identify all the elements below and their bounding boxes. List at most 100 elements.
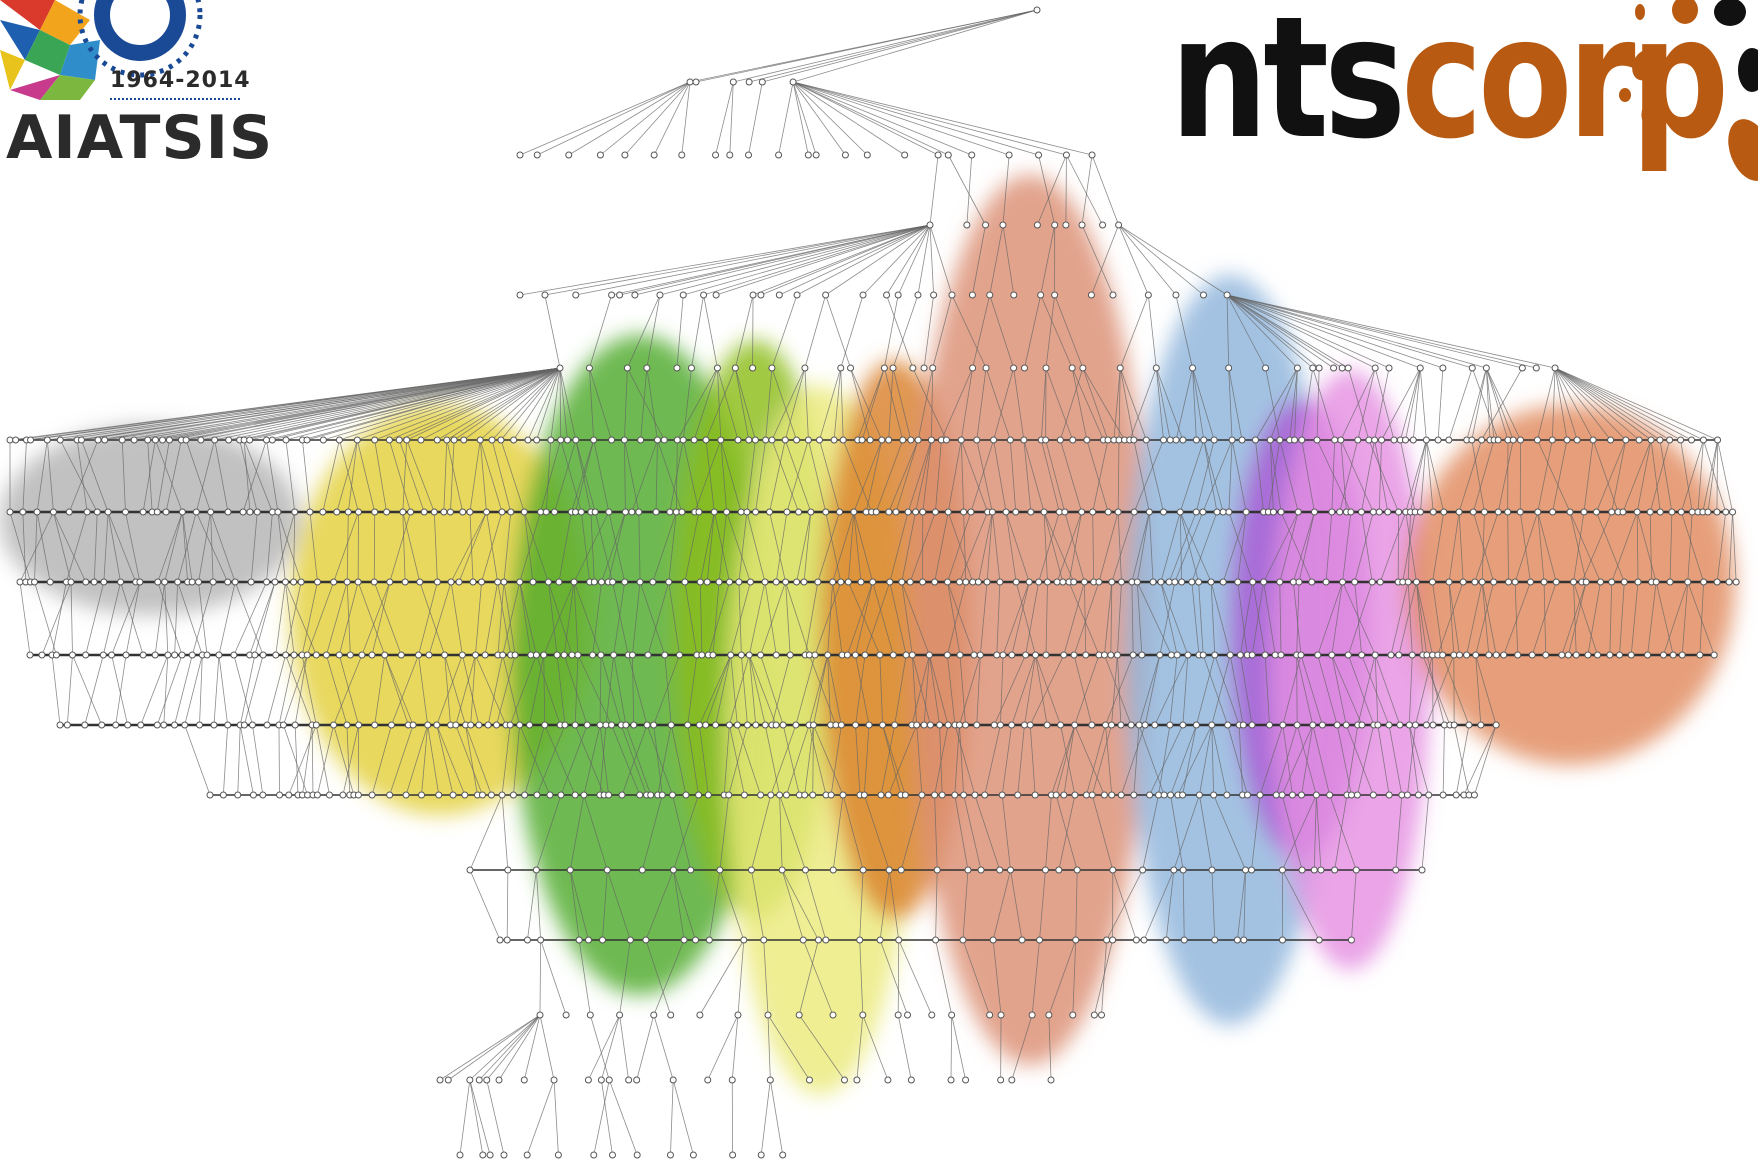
- person-node: [681, 578, 689, 586]
- relation-edge: [428, 581, 452, 656]
- relation-edge: [855, 654, 866, 726]
- person-node: [712, 291, 720, 299]
- relation-edge: [1573, 581, 1598, 656]
- relation-edge: [1073, 654, 1093, 726]
- relation-edge: [185, 439, 212, 513]
- person-node: [521, 791, 529, 799]
- person-node: [1070, 578, 1078, 586]
- person-node: [467, 721, 475, 729]
- relation-edge: [560, 724, 588, 796]
- person-node: [253, 508, 261, 516]
- relation-edge: [1119, 367, 1135, 441]
- relation-edge: [1226, 294, 1320, 369]
- relation-edge: [1687, 511, 1693, 583]
- person-node: [19, 508, 27, 516]
- person-node: [892, 508, 900, 516]
- person-node: [811, 651, 819, 659]
- person-node: [745, 78, 753, 86]
- person-node: [1465, 721, 1473, 729]
- relation-edge: [889, 581, 907, 656]
- person-node: [136, 578, 144, 586]
- person-node: [895, 936, 903, 944]
- relation-edge: [846, 581, 874, 656]
- relation-edge: [22, 511, 27, 583]
- relation-edge: [573, 581, 579, 656]
- person-node: [1010, 364, 1018, 372]
- person-node: [807, 508, 815, 516]
- person-node: [1055, 866, 1063, 874]
- person-node: [692, 78, 700, 86]
- person-node: [643, 364, 651, 372]
- person-node: [698, 651, 706, 659]
- person-node: [153, 721, 161, 729]
- relation-edge: [559, 367, 577, 441]
- person-node: [509, 791, 517, 799]
- relation-edge: [577, 654, 612, 726]
- person-node: [1178, 578, 1186, 586]
- relation-edge: [892, 294, 919, 369]
- person-node: [94, 436, 102, 444]
- person-node: [1130, 508, 1138, 516]
- person-node: [1596, 578, 1604, 586]
- person-node: [1127, 721, 1135, 729]
- relation-edge: [523, 511, 549, 583]
- person-node: [12, 436, 20, 444]
- person-node: [433, 721, 441, 729]
- relation-edge: [519, 724, 551, 796]
- relation-edge: [1573, 511, 1585, 583]
- person-node: [99, 651, 107, 659]
- relation-edge: [1485, 367, 1509, 441]
- person-node: [354, 578, 362, 586]
- person-node: [1378, 436, 1386, 444]
- relation-edge: [976, 654, 981, 726]
- person-node: [672, 508, 680, 516]
- relation-edge: [653, 1014, 674, 1081]
- relation-edge: [536, 654, 561, 726]
- person-node: [577, 508, 585, 516]
- relation-edge: [302, 439, 311, 513]
- person-node: [1167, 651, 1175, 659]
- relation-edge: [60, 367, 561, 441]
- relation-edge: [371, 724, 392, 796]
- relation-edge: [1002, 154, 1010, 226]
- person-node: [1722, 508, 1730, 516]
- relation-edge: [465, 724, 478, 796]
- person-node: [93, 508, 101, 516]
- person-node: [863, 151, 871, 159]
- relation-edge: [1422, 654, 1451, 726]
- person-node: [1384, 508, 1392, 516]
- relation-edge: [418, 654, 429, 726]
- person-node: [914, 291, 922, 299]
- person-node: [1517, 436, 1525, 444]
- relation-edge: [1213, 794, 1246, 871]
- relation-edge: [636, 1014, 655, 1081]
- ntscorp-dots-icon: [1619, 0, 1758, 181]
- relation-edge: [1011, 654, 1036, 726]
- person-node: [650, 151, 658, 159]
- relation-edge: [901, 511, 917, 583]
- relation-edge: [1092, 439, 1109, 513]
- person-node: [986, 291, 994, 299]
- person-node: [1375, 508, 1383, 516]
- relation-edge: [36, 511, 51, 583]
- person-node: [1211, 651, 1219, 659]
- relation-edge: [947, 581, 961, 656]
- person-node: [880, 364, 888, 372]
- person-node: [919, 508, 927, 516]
- person-node: [498, 508, 506, 516]
- person-node: [687, 866, 695, 874]
- relation-edge: [1173, 794, 1200, 871]
- relation-edge: [1136, 581, 1172, 656]
- person-node: [424, 721, 432, 729]
- relation-edge: [1357, 367, 1376, 441]
- relation-edge: [51, 581, 67, 656]
- person-node: [488, 436, 496, 444]
- person-node: [931, 578, 939, 586]
- relation-edge: [1282, 869, 1320, 941]
- person-node: [1200, 436, 1208, 444]
- person-node: [772, 651, 780, 659]
- person-node: [507, 508, 515, 516]
- relation-edge: [560, 439, 582, 513]
- ntscorp-wordmark: ntscorp: [1170, 0, 1729, 162]
- relation-edge: [1195, 439, 1215, 513]
